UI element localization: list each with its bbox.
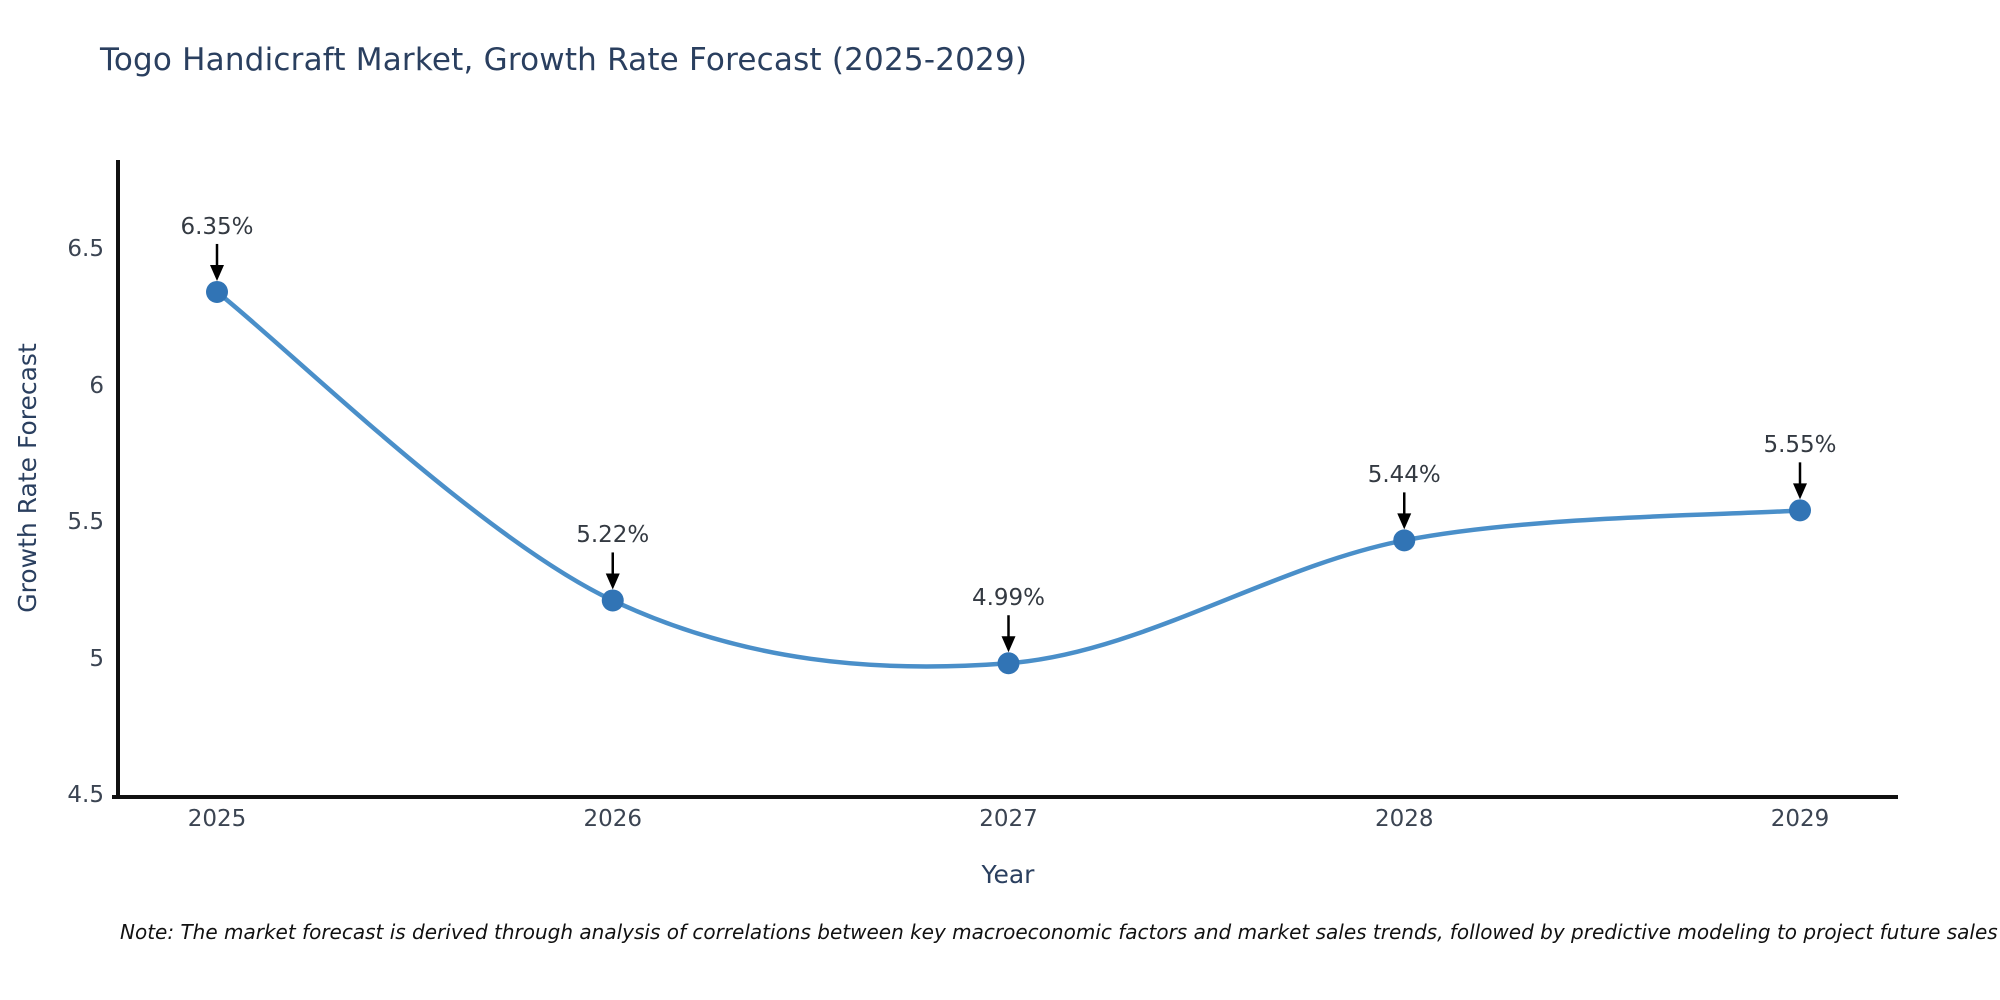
y-tick-label: 6 — [89, 372, 104, 399]
annotation-arrow-head — [1793, 483, 1807, 500]
data-point-label: 5.44% — [1367, 462, 1441, 489]
y-tick-label: 5.5 — [67, 509, 104, 535]
data-point-label: 6.35% — [180, 213, 254, 240]
data-point-label: 5.22% — [576, 522, 650, 549]
y-tick-label: 4.5 — [67, 782, 104, 808]
data-point-marker — [601, 589, 624, 612]
x-tick-label: 2029 — [1770, 806, 1830, 832]
x-tick-label: 2027 — [979, 806, 1038, 832]
data-point-label: 4.99% — [971, 585, 1046, 612]
y-tick-label: 5 — [89, 645, 104, 672]
annotation-arrow-head — [1397, 513, 1412, 530]
footnote: Note: The market forecast is derived thr… — [120, 920, 1998, 944]
data-point-label: 5.55% — [1763, 432, 1837, 459]
annotation-arrow-head — [605, 573, 620, 590]
x-tick-label: 2028 — [1374, 806, 1434, 832]
data-point-marker — [1789, 499, 1811, 522]
annotation-arrow-head — [1001, 636, 1016, 653]
data-point-marker — [206, 280, 228, 303]
annotation-arrows — [210, 243, 1807, 653]
y-axis-title: Growth Rate Forecast — [13, 343, 42, 613]
annotation-arrow-head — [210, 264, 224, 281]
data-point-marker — [997, 652, 1020, 675]
data-point-markers — [206, 280, 1811, 675]
chart-title: Togo Handicraft Market, Growth Rate Fore… — [100, 42, 1028, 78]
x-tick-label: 2026 — [583, 806, 643, 832]
y-tick-label: 6.5 — [67, 236, 104, 262]
x-tick-label: 2025 — [187, 806, 247, 832]
data-point-marker — [1393, 529, 1416, 552]
x-axis-title: Year — [981, 860, 1035, 889]
